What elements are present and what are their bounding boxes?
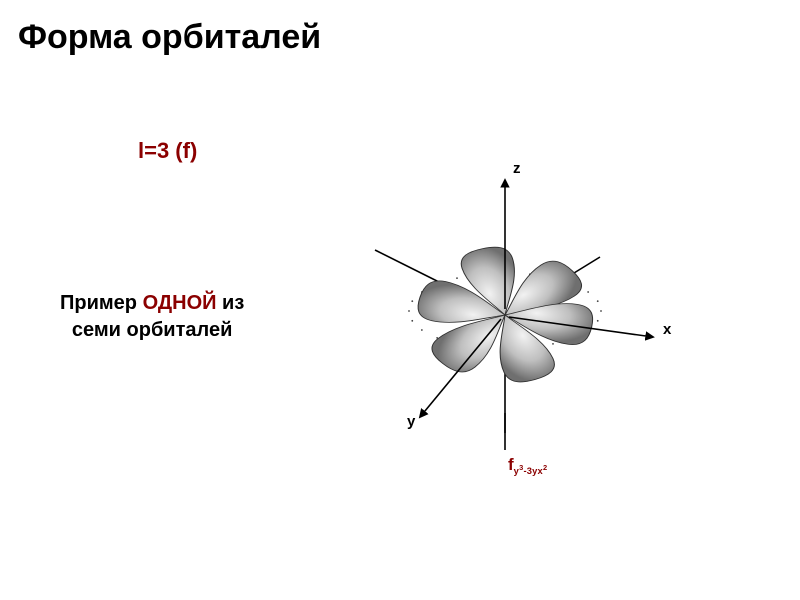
example-caption: Пример ОДНОЙ из семи орбиталей: [60, 290, 244, 344]
example-suffix: из: [217, 292, 245, 314]
orbital-diagram: [340, 150, 680, 490]
example-line2: семи орбиталей: [72, 319, 233, 341]
example-prefix: Пример: [60, 292, 143, 314]
quantum-number-label: l=3 (f): [138, 138, 197, 164]
example-highlight: ОДНОЙ: [143, 292, 217, 314]
page-title: Форма орбиталей: [18, 18, 321, 57]
